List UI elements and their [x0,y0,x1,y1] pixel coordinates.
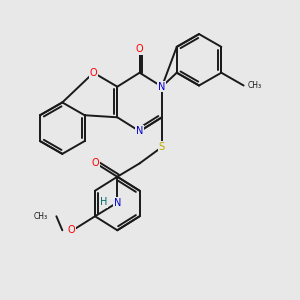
Text: N: N [136,126,143,136]
Text: O: O [91,158,99,168]
Text: S: S [159,142,165,152]
Text: N: N [158,82,166,92]
Text: CH₃: CH₃ [248,81,262,90]
Text: O: O [90,68,97,78]
Text: O: O [136,44,143,54]
Text: CH₃: CH₃ [33,212,47,221]
Text: N: N [114,198,121,208]
Text: O: O [68,225,75,235]
Text: H: H [100,197,108,207]
